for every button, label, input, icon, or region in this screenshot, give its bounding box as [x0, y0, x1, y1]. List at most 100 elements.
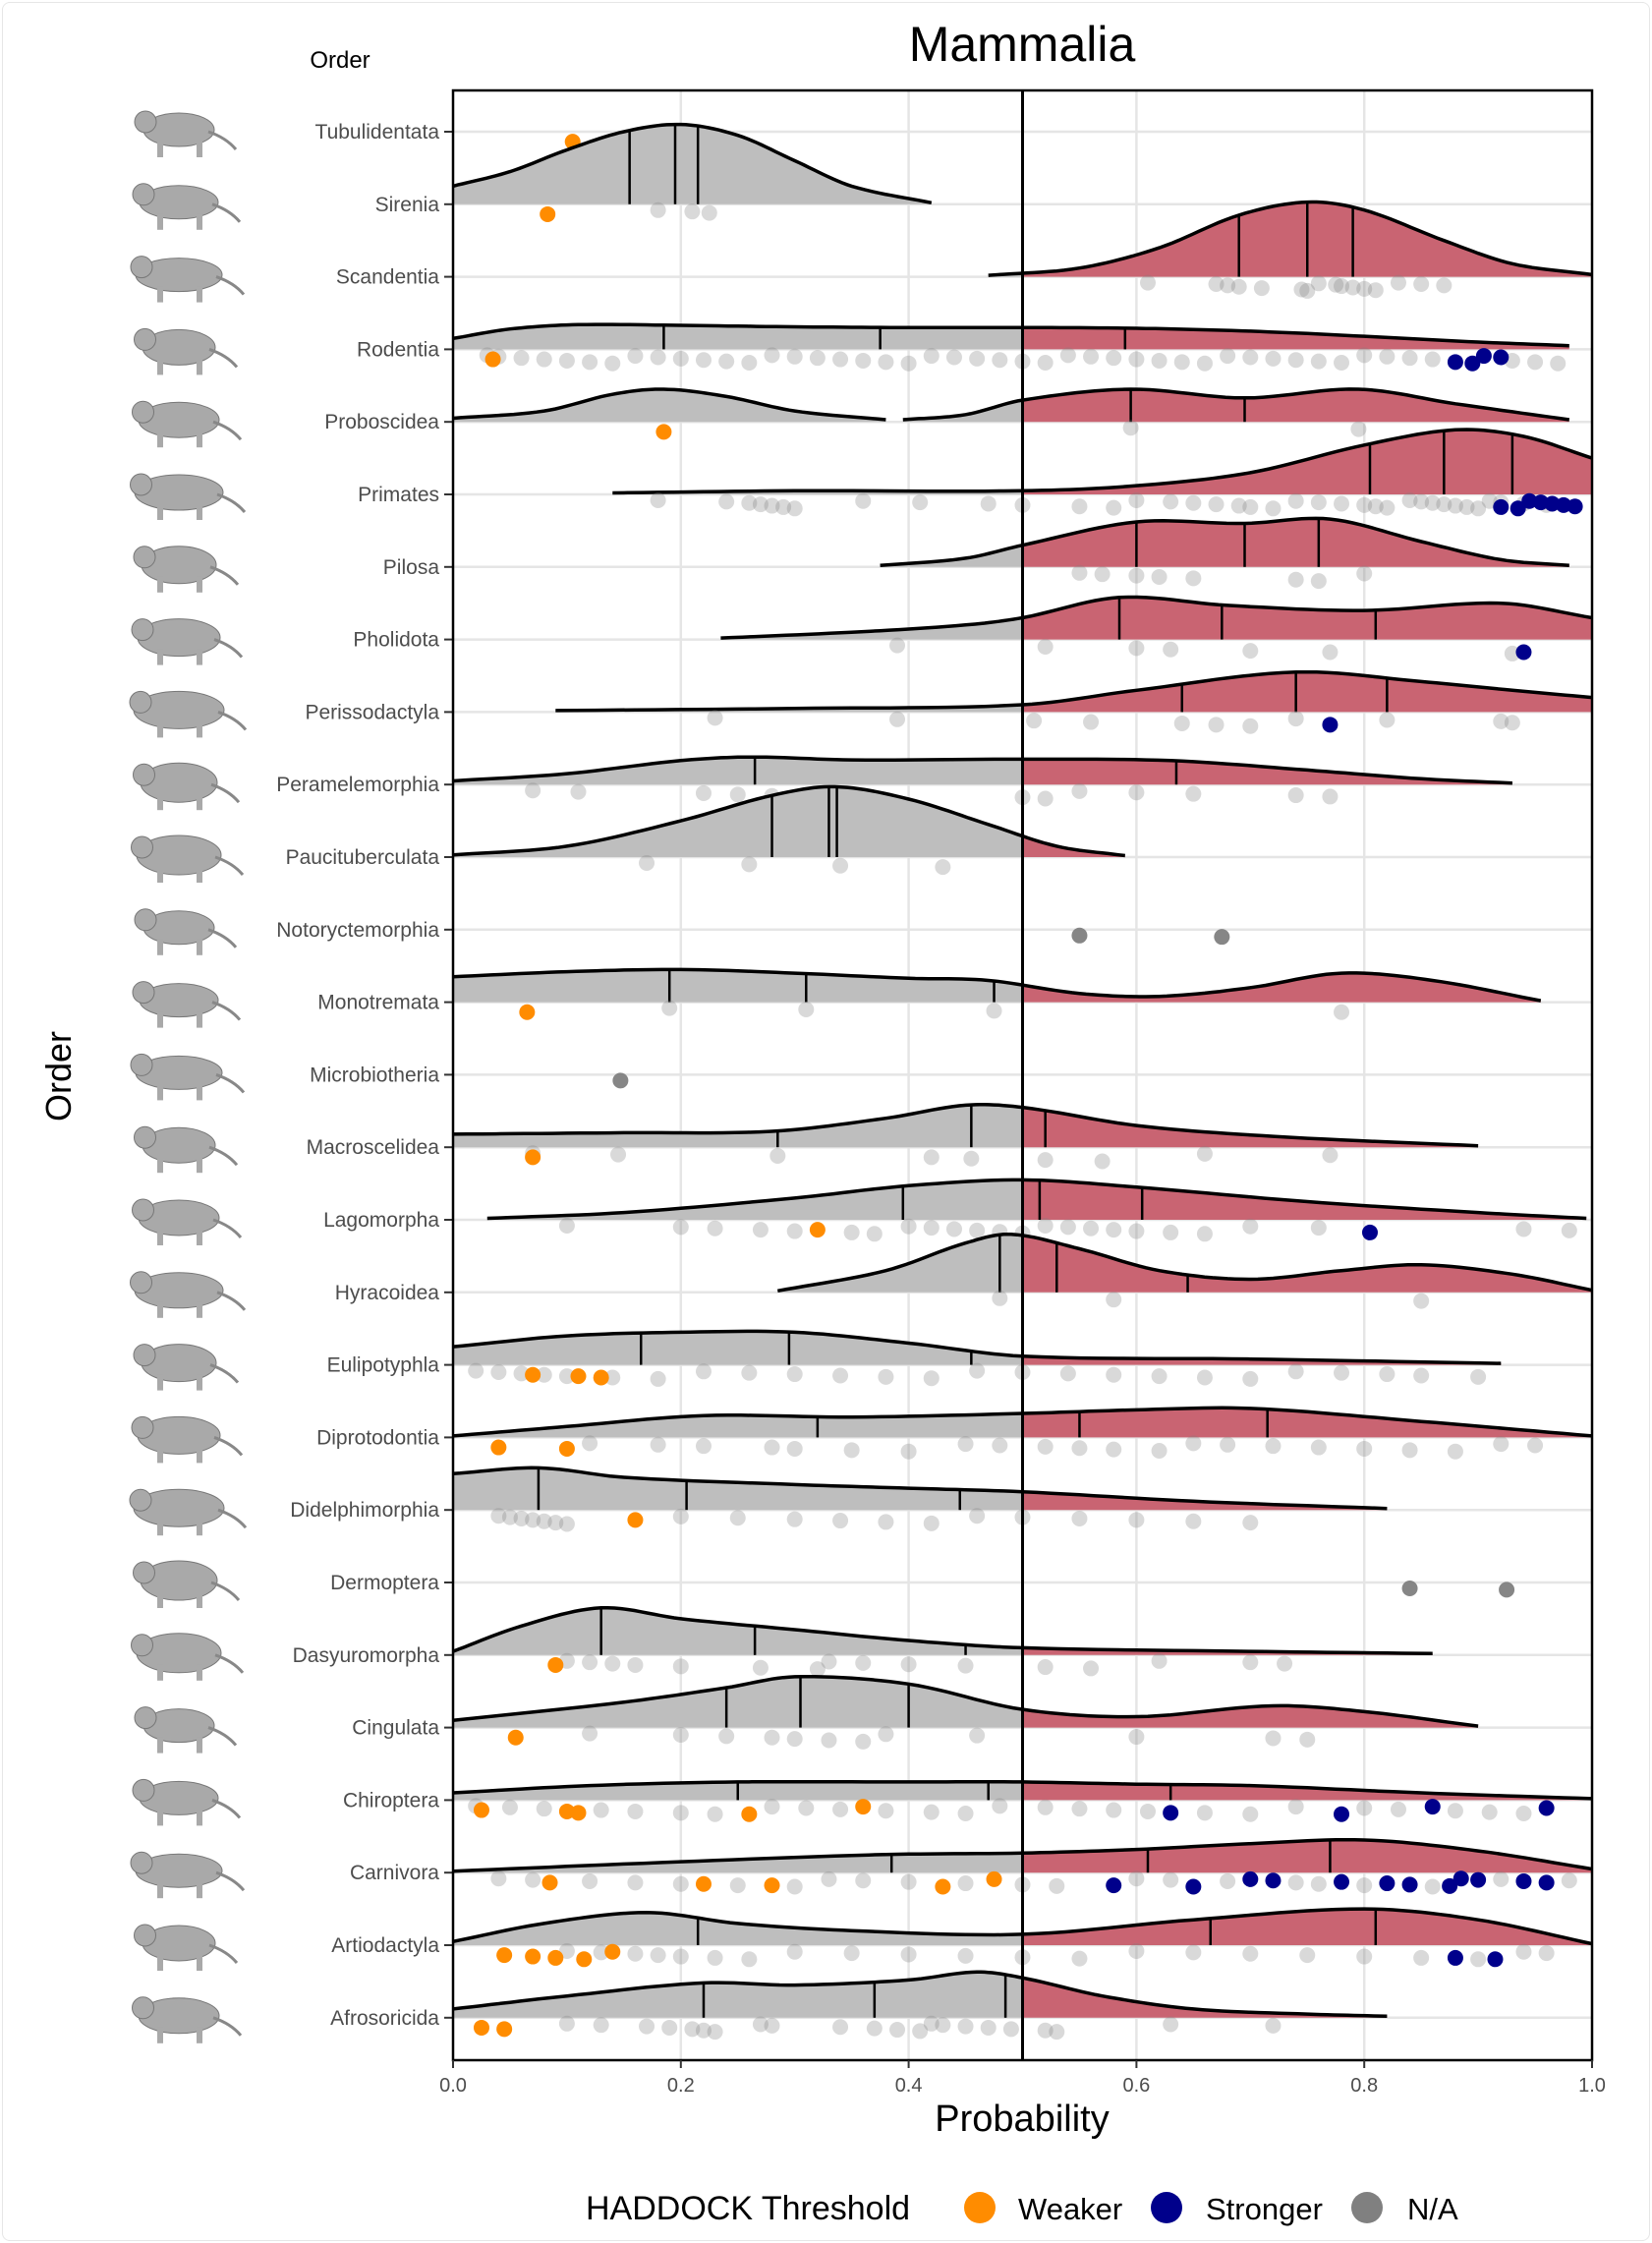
density-rows	[453, 122, 1592, 2041]
density-curve	[453, 1466, 1388, 1511]
point-na	[672, 1875, 689, 1892]
density-fill-above	[1022, 835, 1125, 857]
point-na	[695, 1363, 712, 1380]
density-fill-below	[453, 1104, 1023, 1148]
point-stronger	[1515, 1872, 1532, 1889]
row-perissodactyla	[555, 669, 1592, 734]
point-na	[1139, 274, 1156, 291]
point-na	[1220, 1436, 1236, 1453]
point-na	[1208, 717, 1225, 733]
point-na	[1230, 497, 1247, 514]
point-na	[1128, 784, 1145, 801]
paucituberculata-silhouette-icon	[131, 834, 245, 883]
point-na	[741, 1364, 758, 1381]
point-na	[878, 1803, 894, 1819]
row-artiodactyla	[453, 1907, 1592, 1968]
point-stronger	[1538, 1800, 1555, 1816]
density-fill-below	[902, 400, 1023, 423]
point-na	[923, 1149, 940, 1166]
point-na	[707, 710, 723, 726]
point-na	[1122, 420, 1139, 436]
point-na	[593, 1944, 609, 1961]
density-fill-above	[1022, 1909, 1592, 1945]
point-na	[701, 204, 717, 221]
point-na	[672, 1658, 689, 1675]
point-na	[1026, 713, 1043, 729]
point-stronger	[1470, 1871, 1487, 1888]
point-na	[684, 2021, 701, 2038]
point-na	[1493, 713, 1510, 729]
density-curve	[776, 1232, 1592, 1294]
point-na	[741, 355, 758, 372]
point-na	[1287, 352, 1304, 369]
point-na	[1493, 1436, 1510, 1453]
point-na	[1458, 498, 1475, 515]
point-na	[798, 1800, 815, 1816]
density-fill-below	[720, 617, 1023, 640]
density-fill-above	[1022, 972, 1541, 1003]
point-na	[593, 2017, 609, 2034]
point-na	[809, 350, 826, 367]
y-axis-top-label: Order	[310, 47, 370, 74]
point-na	[525, 1871, 541, 1888]
point-na	[1106, 1292, 1122, 1308]
point-na	[923, 2015, 940, 2032]
point-na	[945, 1221, 962, 1237]
point-na	[1185, 1944, 1202, 1961]
point-na	[1470, 500, 1487, 517]
point-na	[558, 1218, 575, 1234]
point-na	[1059, 1365, 1076, 1382]
point-na	[786, 1440, 803, 1457]
point-na	[1163, 2016, 1179, 2033]
x-axis-ticks: 0.0 0.2 0.4 0.6 0.8 1.0	[439, 2060, 1606, 2097]
point-weaker	[655, 424, 672, 440]
point-na	[1037, 790, 1054, 807]
point-na	[536, 1513, 552, 1529]
density-fill-above	[1022, 201, 1592, 277]
point-na	[1059, 1219, 1076, 1236]
point-weaker	[764, 1877, 780, 1894]
point-na	[889, 711, 906, 727]
density-fill-below	[453, 1912, 1023, 1945]
point-na	[764, 497, 780, 514]
point-na	[786, 1943, 803, 1960]
dermoptera-silhouette-icon	[133, 1560, 241, 1608]
point-na	[1367, 498, 1384, 515]
point-na	[1037, 638, 1054, 655]
point-na	[1173, 715, 1190, 731]
point-na	[1447, 497, 1463, 514]
point-stronger	[1242, 1870, 1259, 1887]
point-na	[1310, 1439, 1327, 1456]
point-weaker	[809, 1222, 826, 1238]
point-stronger	[1361, 1224, 1378, 1240]
point-na	[1436, 277, 1453, 294]
point-na	[1328, 276, 1344, 293]
row-pilosa	[880, 516, 1569, 590]
point-na	[1151, 568, 1168, 585]
point-weaker	[593, 1369, 609, 1386]
point-na	[1094, 566, 1111, 583]
point-na	[821, 1732, 837, 1749]
point-na	[627, 348, 644, 365]
point-na	[969, 1508, 986, 1524]
point-stronger	[1538, 1874, 1555, 1891]
point-na	[695, 2022, 712, 2039]
point-na	[707, 2024, 723, 2041]
point-weaker	[547, 1949, 564, 1966]
y-tick-label-proboscidea: Proboscidea	[324, 411, 439, 433]
point-stronger	[1401, 1876, 1418, 1893]
point-na	[627, 1874, 644, 1891]
point-na	[536, 1366, 552, 1383]
density-curve	[453, 322, 1569, 348]
density-curve	[555, 669, 1592, 713]
point-na	[1196, 1805, 1213, 1821]
point-na	[1436, 496, 1453, 513]
y-tick-label-pholidota: Pholidota	[353, 629, 439, 652]
point-na	[1242, 1515, 1259, 1531]
y-tick-label-tubulidentata: Tubulidentata	[315, 121, 440, 144]
point-na	[945, 349, 962, 366]
point-stronger	[1556, 496, 1572, 513]
point-na	[1367, 282, 1384, 299]
point-na	[718, 493, 735, 510]
